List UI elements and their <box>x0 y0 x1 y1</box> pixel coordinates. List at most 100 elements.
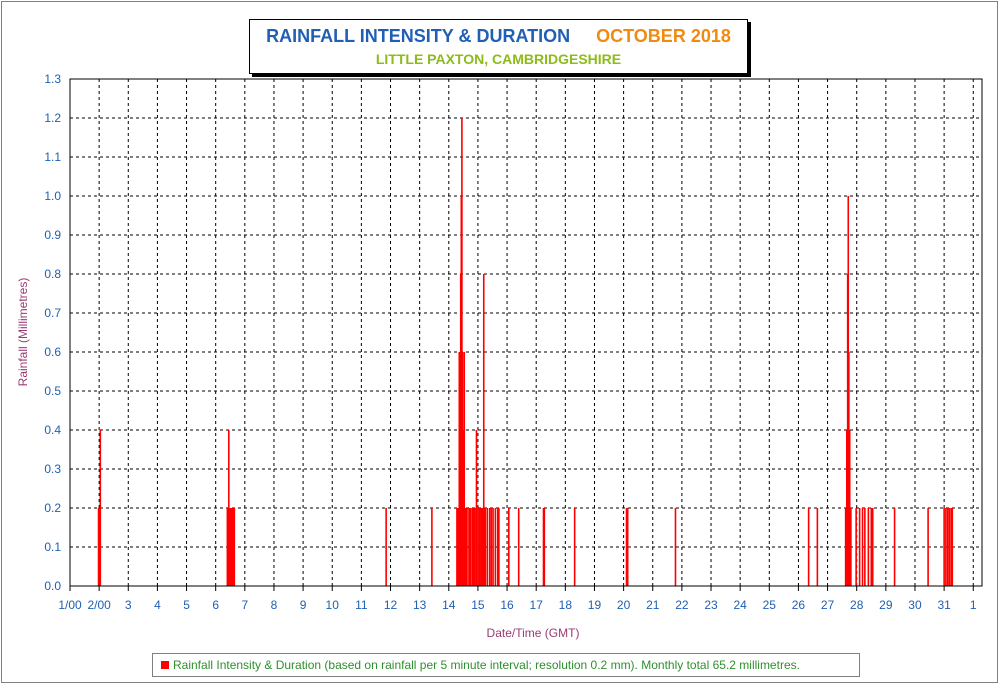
rain-bar <box>861 508 864 586</box>
rain-bar <box>494 508 497 586</box>
rain-bar <box>867 508 870 586</box>
rain-bar <box>482 274 485 586</box>
rain-bar <box>674 508 677 586</box>
y-tick-label: 0.0 <box>44 579 61 593</box>
rain-bar <box>231 508 233 586</box>
legend-swatch <box>161 661 169 669</box>
x-tick-label: 22 <box>675 598 689 612</box>
rain-bar <box>573 508 576 586</box>
y-tick-label: 1.2 <box>44 111 61 125</box>
rain-bar <box>496 508 499 586</box>
plot-area-border <box>69 78 983 587</box>
x-tick-label: 13 <box>413 598 427 612</box>
x-tick-label: 30 <box>908 598 922 612</box>
y-tick-labels: 0.0 0.1 0.2 0.3 0.4 0.5 0.6 0.7 0.8 0.9 1.0 1.1 1.2 1… <box>44 72 61 593</box>
axes <box>69 78 983 591</box>
x-tick-label: 17 <box>530 598 544 612</box>
rain-bar <box>816 508 819 586</box>
rain-bar <box>950 508 952 586</box>
x-tick-label: 28 <box>850 598 864 612</box>
x-tick-label: 10 <box>326 598 340 612</box>
x-tick-label: 21 <box>646 598 660 612</box>
rain-bar <box>228 508 231 586</box>
y-tick-label: 0.2 <box>44 501 61 515</box>
x-tick-label: 23 <box>704 598 718 612</box>
rain-bar <box>542 508 545 586</box>
x-tick-label: 16 <box>500 598 514 612</box>
rain-bar <box>461 352 464 586</box>
x-tick-label: 26 <box>792 598 806 612</box>
rain-bar <box>465 508 468 586</box>
rain-bar <box>855 508 857 586</box>
rain-bar <box>864 508 866 586</box>
x-tick-label: 29 <box>879 598 893 612</box>
rain-bar <box>871 508 874 586</box>
y-tick-label: 0.5 <box>44 384 61 398</box>
x-tick-label: 8 <box>271 598 278 612</box>
title-line: RAINFALL INTENSITY & DURATION OCTOBER 201… <box>250 26 747 47</box>
rain-bar <box>233 508 236 586</box>
rain-bar <box>490 508 493 586</box>
rain-bar <box>385 508 387 586</box>
rain-bar <box>462 430 465 586</box>
rain-bar <box>543 508 546 586</box>
rain-bar <box>848 352 850 586</box>
rain-bar <box>927 508 929 586</box>
rain-bar <box>945 508 947 586</box>
rain-bar <box>457 508 459 586</box>
rain-bar <box>481 508 484 586</box>
x-tick-label: 4 <box>154 598 161 612</box>
rain-bar <box>477 508 479 586</box>
y-tick-label: 0.9 <box>44 228 61 242</box>
rain-bar <box>473 508 475 586</box>
rain-bar <box>870 508 873 586</box>
y-tick-label: 0.8 <box>44 267 61 281</box>
x-tick-label: 18 <box>559 598 573 612</box>
x-tick-labels: 1/00 2/00 3 4 5 6 7 8 9 10 11 12 13 14 15 16 17 18 19 20 21 2… <box>58 598 977 612</box>
x-tick-label: 12 <box>384 598 398 612</box>
rain-bar <box>227 430 230 586</box>
rain-bar <box>232 508 234 586</box>
x-tick-label: 9 <box>300 598 307 612</box>
x-tick-label: 1/00 <box>58 598 82 612</box>
x-tick-label: 31 <box>937 598 951 612</box>
rain-bar <box>478 508 481 586</box>
rain-bar <box>850 508 852 586</box>
rain-bar <box>844 508 847 586</box>
title-box: RAINFALL INTENSITY & DURATION OCTOBER 201… <box>249 19 748 74</box>
x-tick-label: 7 <box>241 598 248 612</box>
rain-bar <box>456 508 458 586</box>
rain-bar <box>99 430 102 586</box>
rain-bar <box>484 508 487 586</box>
x-tick-label: 14 <box>442 598 456 612</box>
rain-bar <box>464 508 466 586</box>
x-tick-label: 24 <box>733 598 747 612</box>
rain-bar <box>474 508 476 586</box>
chart-title: RAINFALL INTENSITY & DURATION <box>266 26 571 46</box>
y-tick-label: 1.0 <box>44 189 61 203</box>
x-tick-label: 5 <box>183 598 190 612</box>
x-tick-label: 6 <box>212 598 219 612</box>
x-tick-label: 15 <box>471 598 485 612</box>
rain-bar <box>475 430 478 586</box>
bars <box>97 118 954 586</box>
rain-bar <box>470 508 472 586</box>
rain-bar <box>431 508 433 586</box>
x-tick-label: 27 <box>821 598 835 612</box>
rain-bar <box>625 508 628 586</box>
rain-bar <box>458 352 461 586</box>
y-tick-label: 0.1 <box>44 540 61 554</box>
rain-bar <box>488 508 491 586</box>
rain-bar <box>807 508 810 586</box>
x-tick-label: 25 <box>763 598 777 612</box>
rain-bar <box>517 508 520 586</box>
chart-subtitle: LITTLE PAXTON, CAMBRIDGESHIRE <box>375 51 622 67</box>
legend: Rainfall Intensity & Duration (based on … <box>152 653 860 677</box>
x-tick-label: 20 <box>617 598 631 612</box>
rain-bar <box>480 508 482 586</box>
x-axis-label: Date/Time (GMT) <box>487 626 580 640</box>
rain-bar <box>492 508 494 586</box>
x-tick-label: 19 <box>588 598 602 612</box>
